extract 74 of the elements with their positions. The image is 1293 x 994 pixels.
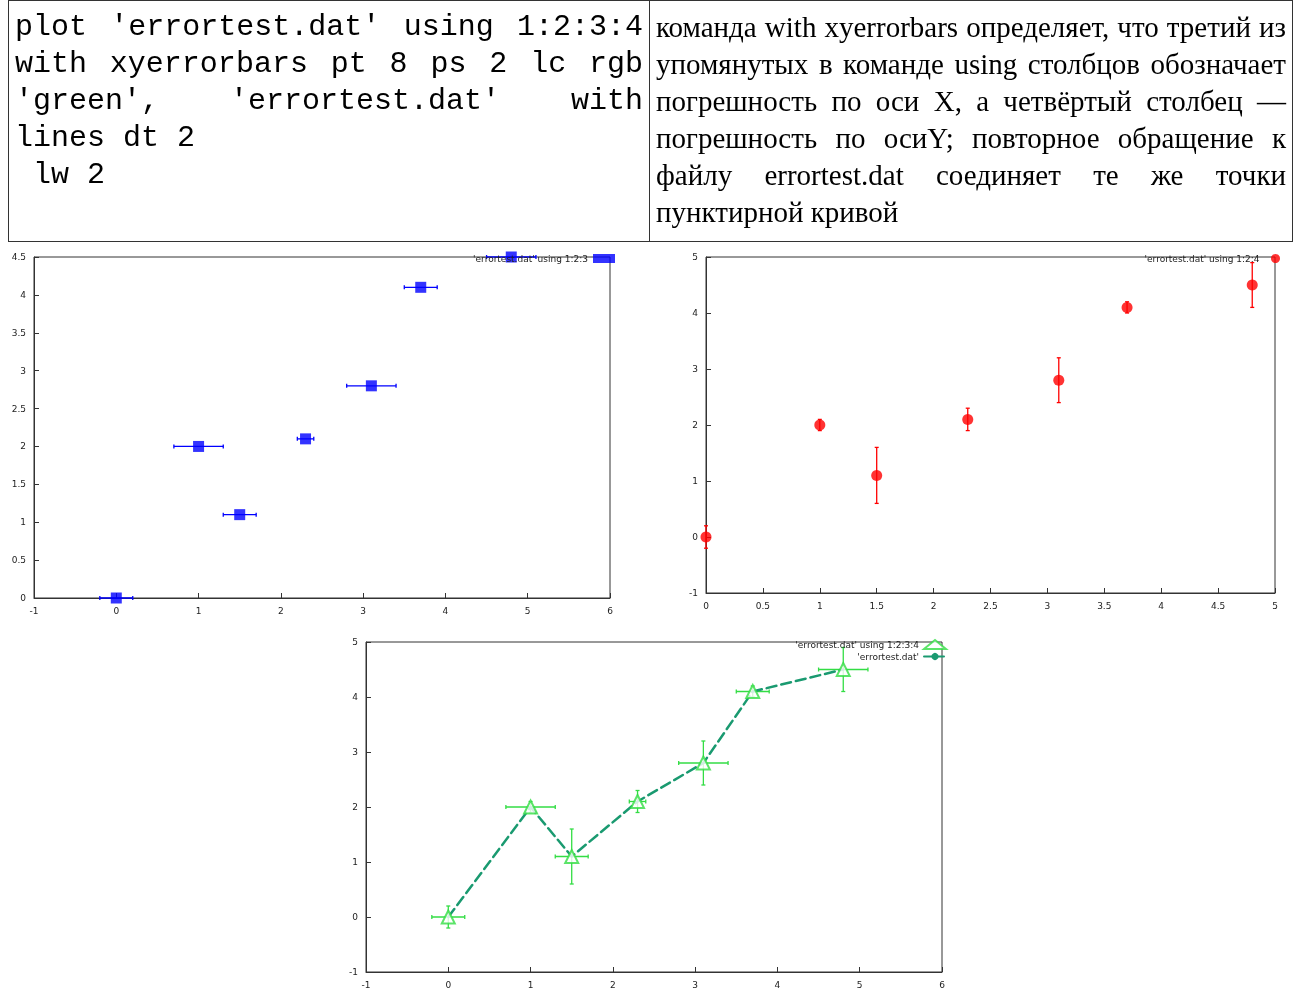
y-tick-label: 1: [20, 517, 26, 528]
x-tick-label: 0: [703, 600, 710, 611]
x-tick-label: 0.5: [755, 600, 771, 611]
x-tick-label: 3.5: [1097, 600, 1112, 611]
x-tick-label: 3: [360, 605, 367, 616]
point: [695, 755, 711, 771]
y-tick-label: 1.5: [11, 479, 26, 490]
legend-label: 'errortest.dat' using 1:2:4: [1144, 253, 1260, 264]
point: [523, 799, 539, 815]
y-tick-label: 0: [352, 912, 359, 922]
point: [835, 662, 851, 677]
y-tick-label: 5: [692, 252, 698, 262]
point: [962, 413, 974, 425]
point: [234, 509, 246, 521]
y-tick-label: 0.5: [11, 555, 26, 566]
point: [745, 684, 761, 699]
y-tick-label: -1: [349, 967, 358, 977]
x-tick-label: 1.5: [869, 600, 884, 611]
point: [1053, 374, 1065, 386]
y-tick-label: 4: [20, 289, 27, 300]
y-tick-label: 4: [692, 308, 699, 318]
x-tick-label: -1: [361, 979, 371, 990]
point: [110, 592, 122, 604]
y-tick-label: 4: [352, 692, 359, 702]
point: [300, 433, 312, 445]
y-tick-label: 3: [692, 364, 698, 374]
x-tick-label: 1: [816, 600, 823, 611]
y-tick-label: 4.5: [11, 252, 26, 262]
point: [1246, 279, 1258, 291]
point: [700, 531, 712, 543]
x-tick-label: 4: [1158, 600, 1165, 611]
x-tick-label: 5: [1272, 600, 1278, 611]
y-tick-label: 5: [352, 637, 358, 647]
x-tick-label: -1: [29, 605, 39, 616]
x-tick-label: 0: [445, 979, 452, 990]
x-tick-label: 2: [930, 600, 937, 611]
x-tick-label: 5: [856, 979, 863, 990]
y-tick-label: 3.5: [11, 327, 26, 338]
y-tick-label: 3: [20, 365, 26, 376]
x-tick-label: 4.5: [1210, 600, 1226, 611]
y-tick-label: 2.5: [11, 403, 26, 414]
point: [630, 794, 646, 809]
x-tick-label: 4: [774, 979, 781, 990]
y-tick-label: 2: [352, 802, 358, 812]
legend-label: 'errortest.dat' using 1:2:3:4: [795, 639, 920, 650]
x-tick-label: 3: [1044, 600, 1051, 611]
point: [415, 281, 427, 293]
legend-label: 'errortest.dat' using 1:2:3: [473, 253, 588, 264]
y-tick-label: 1: [692, 476, 698, 486]
x-tick-label: 1: [527, 979, 534, 990]
y-tick-label: 2: [20, 441, 26, 452]
point: [365, 380, 377, 392]
y-tick-label: 1: [352, 857, 358, 867]
x-tick-label: 6: [607, 605, 614, 616]
y-tick-label: 2: [692, 420, 698, 430]
point: [564, 849, 580, 864]
point: [871, 469, 883, 481]
y-tick-label: 0: [692, 532, 699, 542]
x-tick-label: 0: [113, 605, 120, 616]
point: [440, 909, 456, 925]
y-tick-label: -1: [689, 588, 698, 598]
x-tick-label: 6: [939, 979, 946, 990]
text: plot 'errortest.dat' using 1:2:3:4 with xyerrorbars pt 8 ps 2 lc rgb 'green', 'errortest.dat' with lines dt 2 lw 2: [8, 0, 650, 242]
text: команда with xyerrorbars определяет, что третий из упомянутых в команде using столбцов обозначает погрешность по оси X, а четвёртый столбец — погрешность по осиY; повторное обращение к файлу errortest.dat соединяет те же точки пунктирной кривой: [649, 0, 1293, 242]
x-tick-label: 2.5: [983, 600, 998, 611]
x-tick-label: 2: [277, 605, 284, 616]
x-tick-label: 5: [524, 605, 531, 616]
x-tick-label: 1: [195, 605, 202, 616]
legend-label: 'errortest.dat': [857, 651, 919, 662]
y-tick-label: 3: [352, 747, 358, 757]
y-tick-label: 0: [20, 593, 27, 603]
x-tick-label: 4: [442, 605, 449, 616]
point: [193, 440, 205, 452]
x-tick-label: 2: [609, 979, 616, 990]
